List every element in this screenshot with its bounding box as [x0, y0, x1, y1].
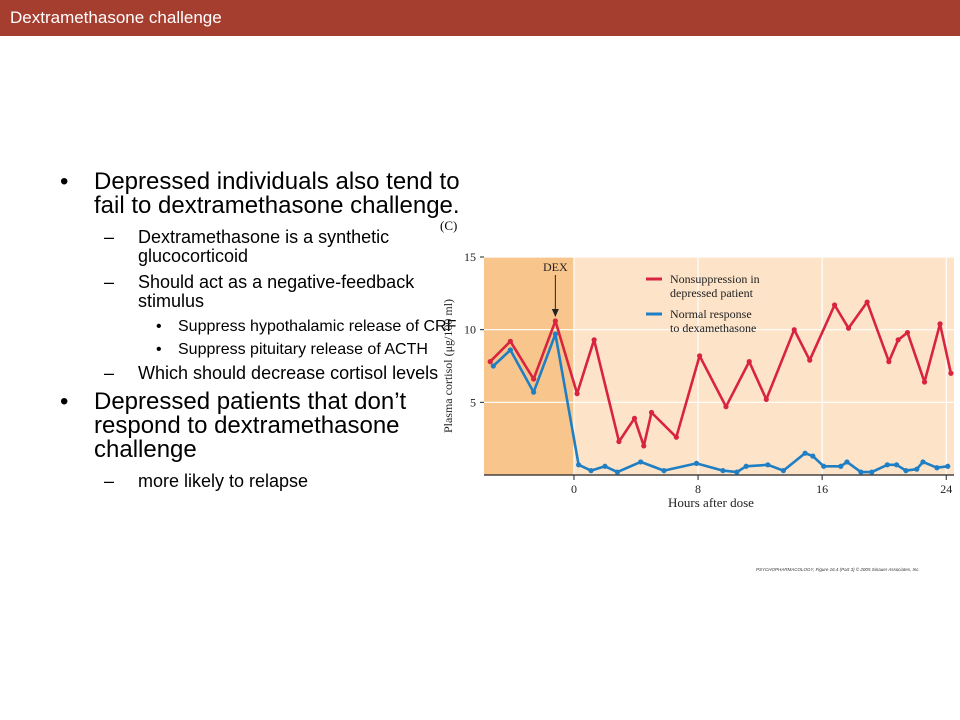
tick-label-x: 16	[816, 482, 828, 496]
tick-label-y: 5	[470, 395, 476, 409]
data-point-normal	[903, 468, 909, 474]
subbullet-relapse: more likely to relapse	[60, 472, 470, 492]
data-point-nonsuppression	[574, 391, 580, 397]
data-point-nonsuppression	[904, 329, 911, 336]
data-point-normal	[661, 468, 667, 474]
data-point-normal	[576, 462, 582, 468]
legend-label-normal: Normal response to dexamethasone	[670, 307, 756, 335]
legend-label-nonsuppression: Nonsuppression in depressed patient	[670, 272, 760, 300]
dex-arrow-head	[551, 308, 559, 317]
data-point-normal	[507, 347, 513, 353]
data-point-normal	[588, 468, 594, 474]
bullet-list: Depressed individuals also tend to fail …	[60, 170, 470, 498]
data-point-normal	[945, 463, 951, 469]
data-point-nonsuppression	[507, 338, 513, 344]
tick-label-x: 0	[571, 482, 577, 496]
data-point-normal	[821, 463, 827, 469]
tick-label-y: 15	[464, 250, 476, 264]
tick-label-y: 10	[464, 323, 476, 337]
subbullet-decrease-cortisol: Which should decrease cortisol levels	[60, 364, 470, 384]
data-point-nonsuppression	[791, 327, 797, 333]
data-point-normal	[734, 469, 740, 475]
pre-dose-region	[484, 257, 574, 475]
data-point-nonsuppression	[673, 434, 679, 440]
tick-label-x: 8	[695, 482, 701, 496]
data-point-normal	[780, 468, 786, 474]
subsubbullet-suppress-crf: Suppress hypothalamic release of CRF	[60, 318, 470, 335]
data-point-normal	[602, 463, 608, 469]
panel-label: (C)	[440, 218, 457, 233]
data-point-normal	[884, 462, 890, 468]
cortisol-chart: (C) PSYCHOPHARMACOLOGY, Figure 16.4 (Par…	[440, 218, 954, 572]
subbullet-synthetic-glucocorticoid: Dextramethasone is a synthetic glucocort…	[60, 228, 470, 266]
data-point-nonsuppression	[886, 359, 892, 365]
data-point-normal	[914, 466, 920, 472]
data-point-normal	[638, 459, 644, 465]
data-point-nonsuppression	[487, 359, 493, 365]
data-point-nonsuppression	[631, 415, 638, 421]
dex-annotation-label: DEX	[543, 260, 568, 274]
figure-credit: PSYCHOPHARMACOLOGY, Figure 16.4 (Part 3)…	[756, 566, 920, 572]
data-point-nonsuppression	[697, 353, 703, 359]
series-line-nonsuppression	[489, 300, 953, 448]
data-point-nonsuppression	[948, 370, 954, 376]
data-point-normal	[844, 459, 850, 465]
data-point-normal	[552, 331, 558, 337]
subbullet-negative-feedback: Should act as a negative-feedback stimul…	[60, 273, 470, 311]
data-point-nonsuppression	[723, 404, 729, 410]
data-point-nonsuppression	[616, 438, 622, 445]
slide-title-bar: Dextramethasone challenge	[0, 0, 960, 36]
tick-label-x: 24	[940, 482, 952, 496]
data-point-normal	[765, 462, 771, 468]
data-point-nonsuppression	[937, 321, 943, 327]
data-point-normal	[720, 468, 726, 474]
y-axis-label: Plasma cortisol (μg/100 ml)	[441, 299, 455, 433]
data-point-nonsuppression	[864, 299, 870, 305]
data-point-normal	[802, 450, 808, 456]
data-point-nonsuppression	[921, 379, 928, 385]
bullet-fail-challenge: Depressed individuals also tend to fail …	[60, 170, 470, 218]
data-point-normal	[934, 465, 940, 471]
cortisol-figure: (C) PSYCHOPHARMACOLOGY, Figure 16.4 (Par…	[436, 210, 960, 580]
bullet-nonresponders: Depressed patients that don’t respond to…	[60, 390, 470, 462]
data-point-normal	[838, 463, 844, 469]
data-point-nonsuppression	[648, 409, 655, 416]
data-point-nonsuppression	[895, 337, 901, 343]
data-point-normal	[894, 462, 900, 468]
data-point-normal	[858, 469, 864, 475]
data-point-normal	[693, 460, 700, 466]
data-point-nonsuppression	[531, 376, 537, 382]
post-dose-region	[573, 257, 954, 475]
data-point-nonsuppression	[591, 337, 597, 343]
data-point-nonsuppression	[641, 443, 647, 449]
data-point-nonsuppression	[763, 396, 769, 403]
data-point-normal	[743, 463, 749, 469]
data-point-normal	[920, 459, 926, 465]
data-point-nonsuppression	[552, 318, 558, 324]
data-point-normal	[810, 453, 816, 459]
data-point-normal	[869, 469, 875, 475]
slide-title: Dextramethasone challenge	[10, 8, 222, 27]
subsubbullet-suppress-acth: Suppress pituitary release of ACTH	[60, 341, 470, 358]
data-point-normal	[614, 469, 620, 475]
data-point-nonsuppression	[831, 302, 838, 308]
data-point-nonsuppression	[807, 357, 813, 363]
data-point-normal	[490, 363, 496, 369]
data-point-nonsuppression	[746, 359, 752, 365]
x-axis-label: Hours after dose	[668, 495, 754, 510]
data-point-nonsuppression	[845, 325, 852, 331]
data-point-normal	[531, 389, 537, 395]
